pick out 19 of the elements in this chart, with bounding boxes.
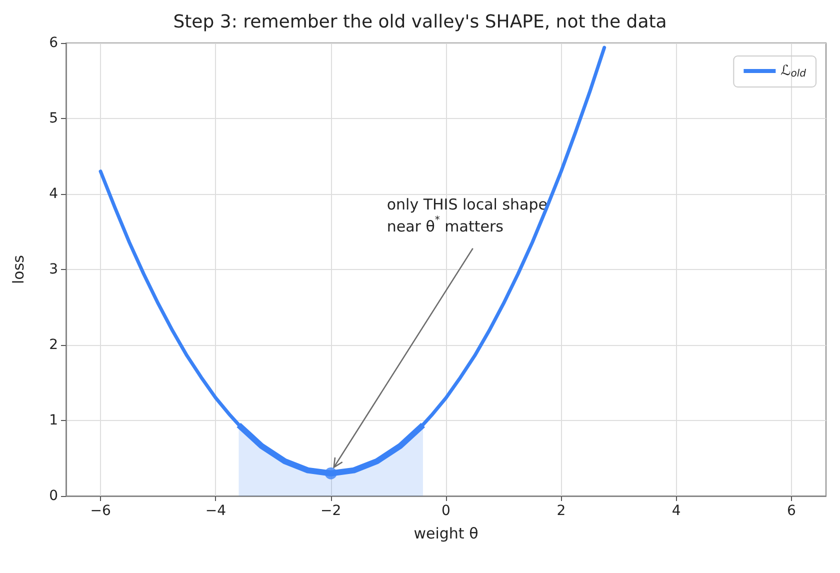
y-tick-label: 4	[49, 186, 58, 202]
annotation: only THIS local shape near θ* matters	[386, 195, 548, 236]
legend-label: ℒold	[780, 63, 807, 80]
y-tick-label: 0	[49, 488, 58, 504]
x-tick-label: 4	[672, 503, 681, 519]
x-axis-title: weight θ	[414, 524, 478, 542]
x-tick-label: −2	[320, 503, 342, 519]
y-tick-label: 6	[49, 35, 58, 51]
y-tick-label: 3	[49, 262, 58, 278]
x-tick-label: 2	[556, 503, 566, 519]
x-tick-label: 0	[442, 503, 450, 519]
x-tick-label: 6	[786, 503, 796, 519]
y-tick-label: 2	[49, 337, 58, 353]
y-tick-label: 1	[49, 412, 58, 428]
x-tick-label: −6	[90, 503, 111, 519]
chart-title: Step 3: remember the old valley's SHAPE, not the data	[173, 12, 667, 32]
y-axis-title: loss	[10, 254, 28, 284]
x-tick-label: −4	[205, 503, 226, 519]
y-tick-label: 5	[49, 110, 58, 126]
